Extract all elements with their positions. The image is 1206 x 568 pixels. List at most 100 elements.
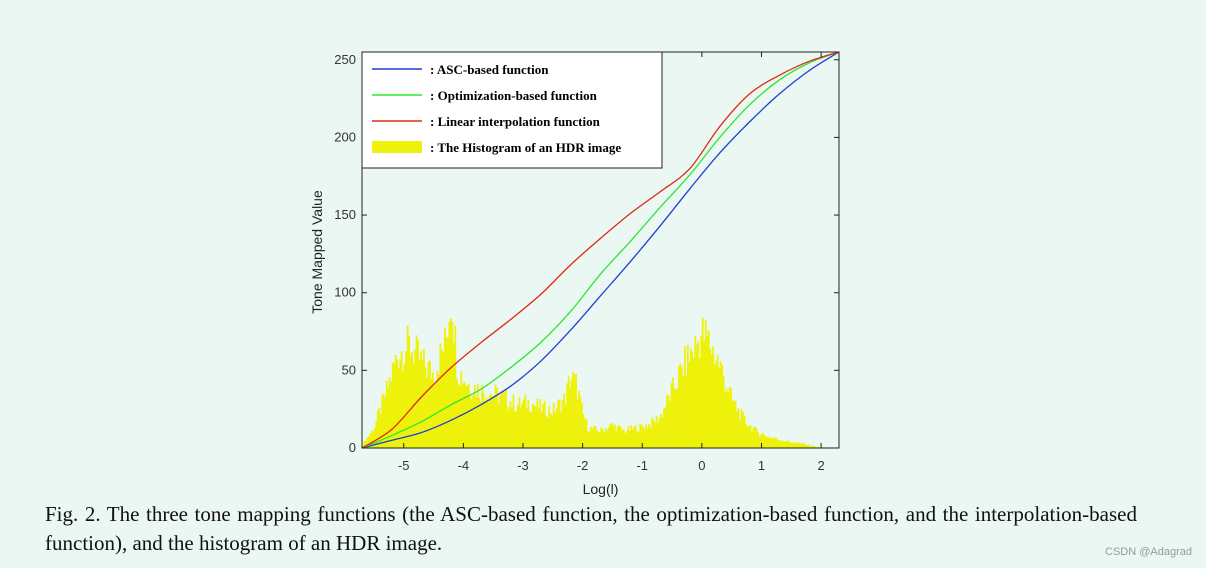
histogram-bar <box>628 430 631 448</box>
histogram-bar <box>776 439 779 448</box>
histogram-bar <box>652 419 655 448</box>
histogram-bar <box>782 440 785 448</box>
histogram-bar <box>673 388 676 448</box>
histogram-bar <box>400 351 403 448</box>
histogram-bar <box>593 426 595 448</box>
histogram-bar <box>537 408 540 448</box>
histogram-bar <box>518 397 521 448</box>
x-axis-label: Log(l) <box>583 481 619 497</box>
histogram-bar <box>579 396 582 448</box>
histogram-bar <box>645 424 648 448</box>
histogram-bar <box>566 383 569 448</box>
histogram-bar <box>610 423 613 448</box>
histogram-bar <box>373 427 376 448</box>
histogram-bar <box>442 352 445 448</box>
histogram-bar <box>637 431 640 448</box>
tone-mapping-curves <box>361 51 840 449</box>
histogram-bar <box>570 379 573 448</box>
histogram-bar <box>397 368 400 448</box>
histogram-bar <box>451 321 454 448</box>
histogram-bar <box>487 402 489 448</box>
histogram-bar <box>470 398 473 448</box>
histogram-bar <box>591 428 594 448</box>
histogram-bar <box>774 437 777 448</box>
histogram-bar <box>804 445 807 448</box>
legend-swatch <box>372 141 422 153</box>
histogram-bar <box>734 400 737 448</box>
histogram-bar <box>779 440 782 448</box>
series-line-optimization <box>361 51 840 449</box>
histogram-bar <box>512 394 515 448</box>
histogram-bar <box>599 431 601 448</box>
histogram-bar <box>557 400 560 448</box>
histogram-bar <box>455 378 458 448</box>
histogram-bar <box>433 383 436 448</box>
histogram-bar <box>554 412 557 448</box>
histogram-bar <box>636 432 639 448</box>
histogram-bar <box>745 423 747 448</box>
histogram-bar <box>542 404 545 448</box>
histogram-bar <box>688 361 691 448</box>
histogram-bar <box>393 364 396 448</box>
chart: -5 -4 -3 -2 -1 0 1 2 0 50 100 150 200 250 Log(l) Tone… <box>309 51 840 497</box>
histogram-bar <box>809 445 811 448</box>
histogram-bar <box>658 417 661 448</box>
histogram-bar <box>536 398 539 448</box>
histogram-bar <box>435 381 437 448</box>
histogram-bar <box>555 408 558 448</box>
histogram-bar <box>539 398 542 448</box>
histogram-bar <box>716 355 719 448</box>
histogram-bar <box>391 362 394 448</box>
histogram-bar <box>432 372 434 448</box>
histogram-bar <box>402 371 405 448</box>
histogram-bar <box>609 424 612 448</box>
histogram-bar <box>703 340 706 448</box>
histogram-bar <box>370 430 373 448</box>
legend: : ASC-based function: Optimization-based… <box>361 51 663 169</box>
histogram-bar <box>639 423 642 448</box>
histogram-bar <box>649 427 652 448</box>
histogram-bar <box>479 401 482 448</box>
histogram-bar <box>661 416 664 448</box>
histogram-bar <box>375 421 378 448</box>
histogram-bar <box>378 408 381 448</box>
histogram-bar <box>362 444 364 448</box>
histogram-bar <box>564 404 567 448</box>
histogram-bar <box>499 395 501 448</box>
histogram-bar <box>680 366 683 448</box>
histogram-bar <box>733 401 735 448</box>
histogram-bar <box>739 420 741 448</box>
histogram-bar <box>584 419 586 448</box>
histogram-bar <box>436 371 439 448</box>
histogram-bar <box>441 349 443 448</box>
histogram-bar <box>622 429 625 448</box>
histogram-bar <box>786 440 789 448</box>
histogram-bar <box>704 320 707 448</box>
histogram-bar <box>372 431 375 448</box>
histogram-bar <box>426 377 428 448</box>
histogram-bar <box>646 428 649 448</box>
histogram-bar <box>458 386 461 448</box>
histogram-bar <box>388 377 391 448</box>
histogram-bar <box>575 373 577 448</box>
x-tick-label: 2 <box>817 458 824 473</box>
legend-label: : ASC-based function <box>430 62 549 77</box>
histogram-bar <box>655 415 658 448</box>
histogram-bar <box>546 417 549 448</box>
histogram-bar <box>616 425 619 448</box>
histogram-bar <box>725 388 728 448</box>
histogram-bar <box>390 381 393 448</box>
histogram-bar <box>445 337 448 448</box>
histogram-bar <box>590 426 592 448</box>
histogram-bar <box>634 425 637 448</box>
histogram-bar <box>588 431 591 448</box>
histogram-bar <box>494 384 497 448</box>
histogram-bar <box>429 360 431 448</box>
histogram-bar <box>721 364 724 448</box>
histogram-bar <box>686 344 689 448</box>
histogram-bar <box>472 395 475 448</box>
histogram-bar <box>697 341 700 448</box>
histogram-bar <box>683 345 686 448</box>
histogram-bar <box>439 343 442 448</box>
histogram-bar <box>540 412 543 448</box>
